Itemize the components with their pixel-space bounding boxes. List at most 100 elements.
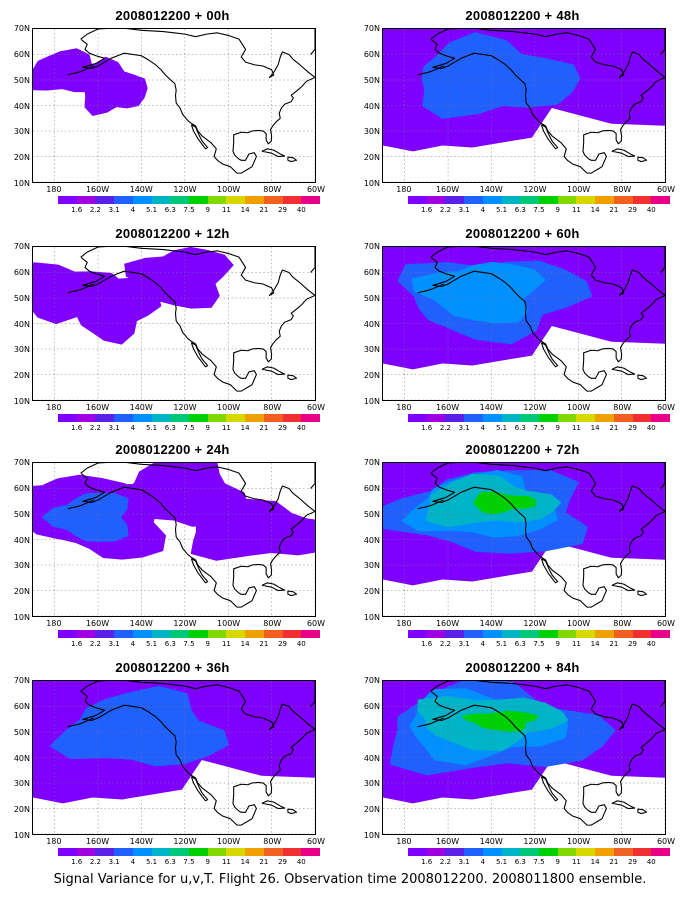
colorbar-swatch xyxy=(408,630,427,638)
map-plot xyxy=(32,462,316,617)
colorbar-tick-label: 9 xyxy=(205,424,210,432)
colorbar-tick-label: 14 xyxy=(590,640,600,648)
latitude-label: 40N xyxy=(363,535,380,545)
colorbar-swatch xyxy=(76,414,96,422)
colorbar-swatch xyxy=(464,630,483,638)
colorbar-swatch xyxy=(464,848,483,856)
colorbar-swatch xyxy=(426,848,446,856)
colorbar-swatch xyxy=(651,414,671,422)
colorbar-tick-label: 21 xyxy=(609,858,619,866)
colorbar-swatch xyxy=(482,414,502,422)
colorbar-swatch xyxy=(539,848,558,856)
variance-shading xyxy=(33,48,148,117)
colorbar-swatch xyxy=(613,630,633,638)
colorbar xyxy=(408,414,671,422)
colorbar-swatch xyxy=(576,630,596,638)
map-panel: 2008012200 + 12h 70N 60N 50N 40N 30N 20N 10N 180… xyxy=(0,226,345,441)
longitude-label: 120W xyxy=(523,619,547,628)
colorbar-swatch xyxy=(95,196,115,204)
map-panel: 2008012200 + 84h 70N 60N 50N 40N 30N 20N 10N 180… xyxy=(350,660,695,875)
colorbar-swatch xyxy=(189,196,208,204)
colorbar-tick-label: 9 xyxy=(555,424,560,432)
colorbar-swatch xyxy=(613,848,633,856)
colorbar-tick-label: 11 xyxy=(221,640,231,648)
colorbar-swatch xyxy=(132,630,152,638)
latitude-label: 40N xyxy=(13,319,30,329)
colorbar-tick-label: 2.2 xyxy=(89,206,101,214)
colorbar-tick-label: 4 xyxy=(480,206,486,214)
colorbar-swatch xyxy=(632,848,652,856)
colorbar-tick-label: 4 xyxy=(130,206,136,214)
colorbar-swatch xyxy=(282,630,302,638)
colorbar-tick-label: 11 xyxy=(571,424,581,432)
colorbar-swatch xyxy=(482,848,502,856)
colorbar-tick-label: 9 xyxy=(555,640,560,648)
colorbar-swatch xyxy=(226,414,246,422)
colorbar-tick-label: 7.5 xyxy=(183,424,195,432)
latitude-label: 70N xyxy=(363,676,380,685)
latitude-label: 30N xyxy=(13,561,30,571)
colorbar-tick-label: 2.2 xyxy=(89,640,101,648)
longitude-label: 100W xyxy=(567,403,591,412)
longitude-label: 60W xyxy=(656,837,676,846)
colorbar-swatch xyxy=(445,630,465,638)
colorbar-swatch xyxy=(445,196,465,204)
latitude-label: 20N xyxy=(363,371,380,381)
longitude-label: 140W xyxy=(129,185,153,194)
longitude-label: 180 xyxy=(46,837,62,846)
colorbar-swatch xyxy=(520,196,540,204)
colorbar-tick-label: 2.2 xyxy=(89,424,101,432)
latitude-label: 70N xyxy=(363,458,380,467)
latitude-label: 30N xyxy=(363,345,380,355)
colorbar-swatch xyxy=(207,848,227,856)
colorbar-swatch xyxy=(58,414,77,422)
latitude-label: 50N xyxy=(13,509,30,519)
colorbar-swatch xyxy=(151,196,171,204)
colorbar-swatch xyxy=(189,414,208,422)
colorbar-labels: 1.6 2.2 3.1 4 5.1 6.3 7.5 9 11 14 21 29 40 xyxy=(408,206,670,215)
colorbar-swatch xyxy=(95,414,115,422)
colorbar-labels: 1.6 2.2 3.1 4 5.1 6.3 7.5 9 11 14 21 29 40 xyxy=(408,858,670,867)
colorbar-swatch xyxy=(226,196,246,204)
panel-title: 2008012200 + 00h xyxy=(115,8,230,23)
colorbar-swatch xyxy=(263,414,283,422)
colorbar-tick-label: 4 xyxy=(480,640,486,648)
colorbar-tick-label: 5.1 xyxy=(495,206,508,214)
colorbar-swatch xyxy=(557,414,577,422)
colorbar-swatch xyxy=(151,630,171,638)
latitude-label: 40N xyxy=(13,753,30,763)
latitude-label: 40N xyxy=(363,753,380,763)
colorbar-swatch xyxy=(426,414,446,422)
colorbar-tick-label: 2.2 xyxy=(439,206,451,214)
colorbar-swatch xyxy=(189,630,208,638)
colorbar-swatch xyxy=(189,848,208,856)
colorbar-tick-label: 9 xyxy=(205,858,210,866)
longitude-label: 160W xyxy=(85,403,110,412)
colorbar-swatch xyxy=(170,196,190,204)
panel-title: 2008012200 + 60h xyxy=(465,226,580,241)
colorbar-swatch xyxy=(632,414,652,422)
map-panel: 2008012200 + 36h 70N 60N 50N 40N 30N 20N 10N 180… xyxy=(0,660,345,875)
colorbar-swatch xyxy=(613,196,633,204)
colorbar-tick-label: 6.3 xyxy=(514,424,526,432)
colorbar-swatch xyxy=(595,196,614,204)
map-plot xyxy=(32,680,316,835)
latitude-label: 70N xyxy=(13,24,30,33)
colorbar-tick-label: 9 xyxy=(205,640,210,648)
colorbar-tick-label: 6.3 xyxy=(514,858,526,866)
longitude-label: 80W xyxy=(263,619,282,628)
colorbar xyxy=(408,848,671,856)
colorbar-tick-label: 11 xyxy=(221,424,231,432)
panel-title: 2008012200 + 48h xyxy=(465,8,580,23)
latitude-label: 20N xyxy=(363,153,380,163)
map-plot xyxy=(382,28,666,183)
variance-shading xyxy=(383,681,665,804)
latitude-label: 30N xyxy=(363,779,380,789)
latitude-label: 10N xyxy=(13,397,30,406)
latitude-label: 20N xyxy=(363,587,380,597)
colorbar-tick-label: 14 xyxy=(240,206,250,214)
map-panel: 2008012200 + 60h 70N 60N 50N 40N 30N 20N 10N 180… xyxy=(350,226,695,441)
longitude-label: 60W xyxy=(306,837,326,846)
colorbar-swatch xyxy=(576,196,596,204)
colorbar-tick-label: 5.1 xyxy=(145,858,158,866)
